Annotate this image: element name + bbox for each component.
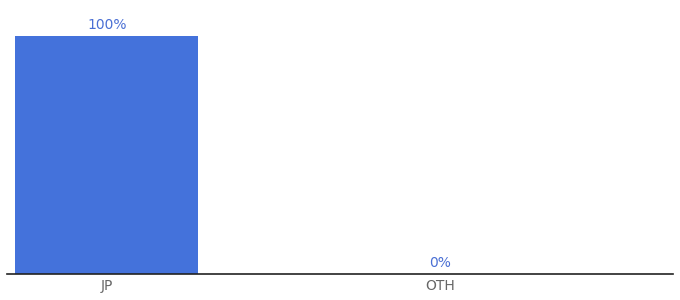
Text: 100%: 100% (87, 18, 126, 32)
Text: 0%: 0% (429, 256, 451, 270)
Bar (15, 35, 199, 274)
